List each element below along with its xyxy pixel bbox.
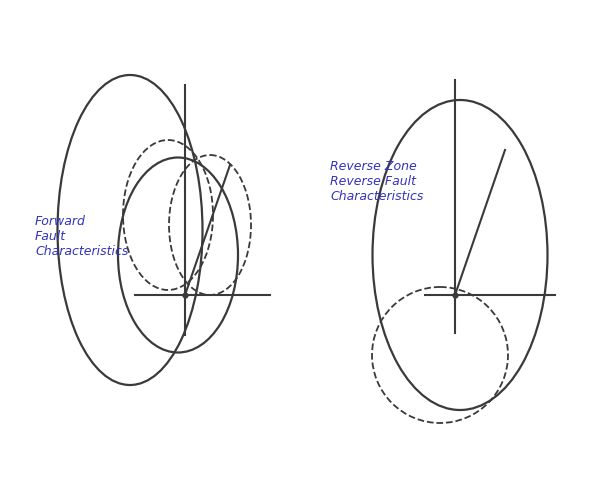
Text: Reverse Zone
Reverse Fault
Characteristics: Reverse Zone Reverse Fault Characteristi…: [330, 160, 424, 203]
Text: Forward
Fault
Characteristics: Forward Fault Characteristics: [35, 215, 128, 258]
